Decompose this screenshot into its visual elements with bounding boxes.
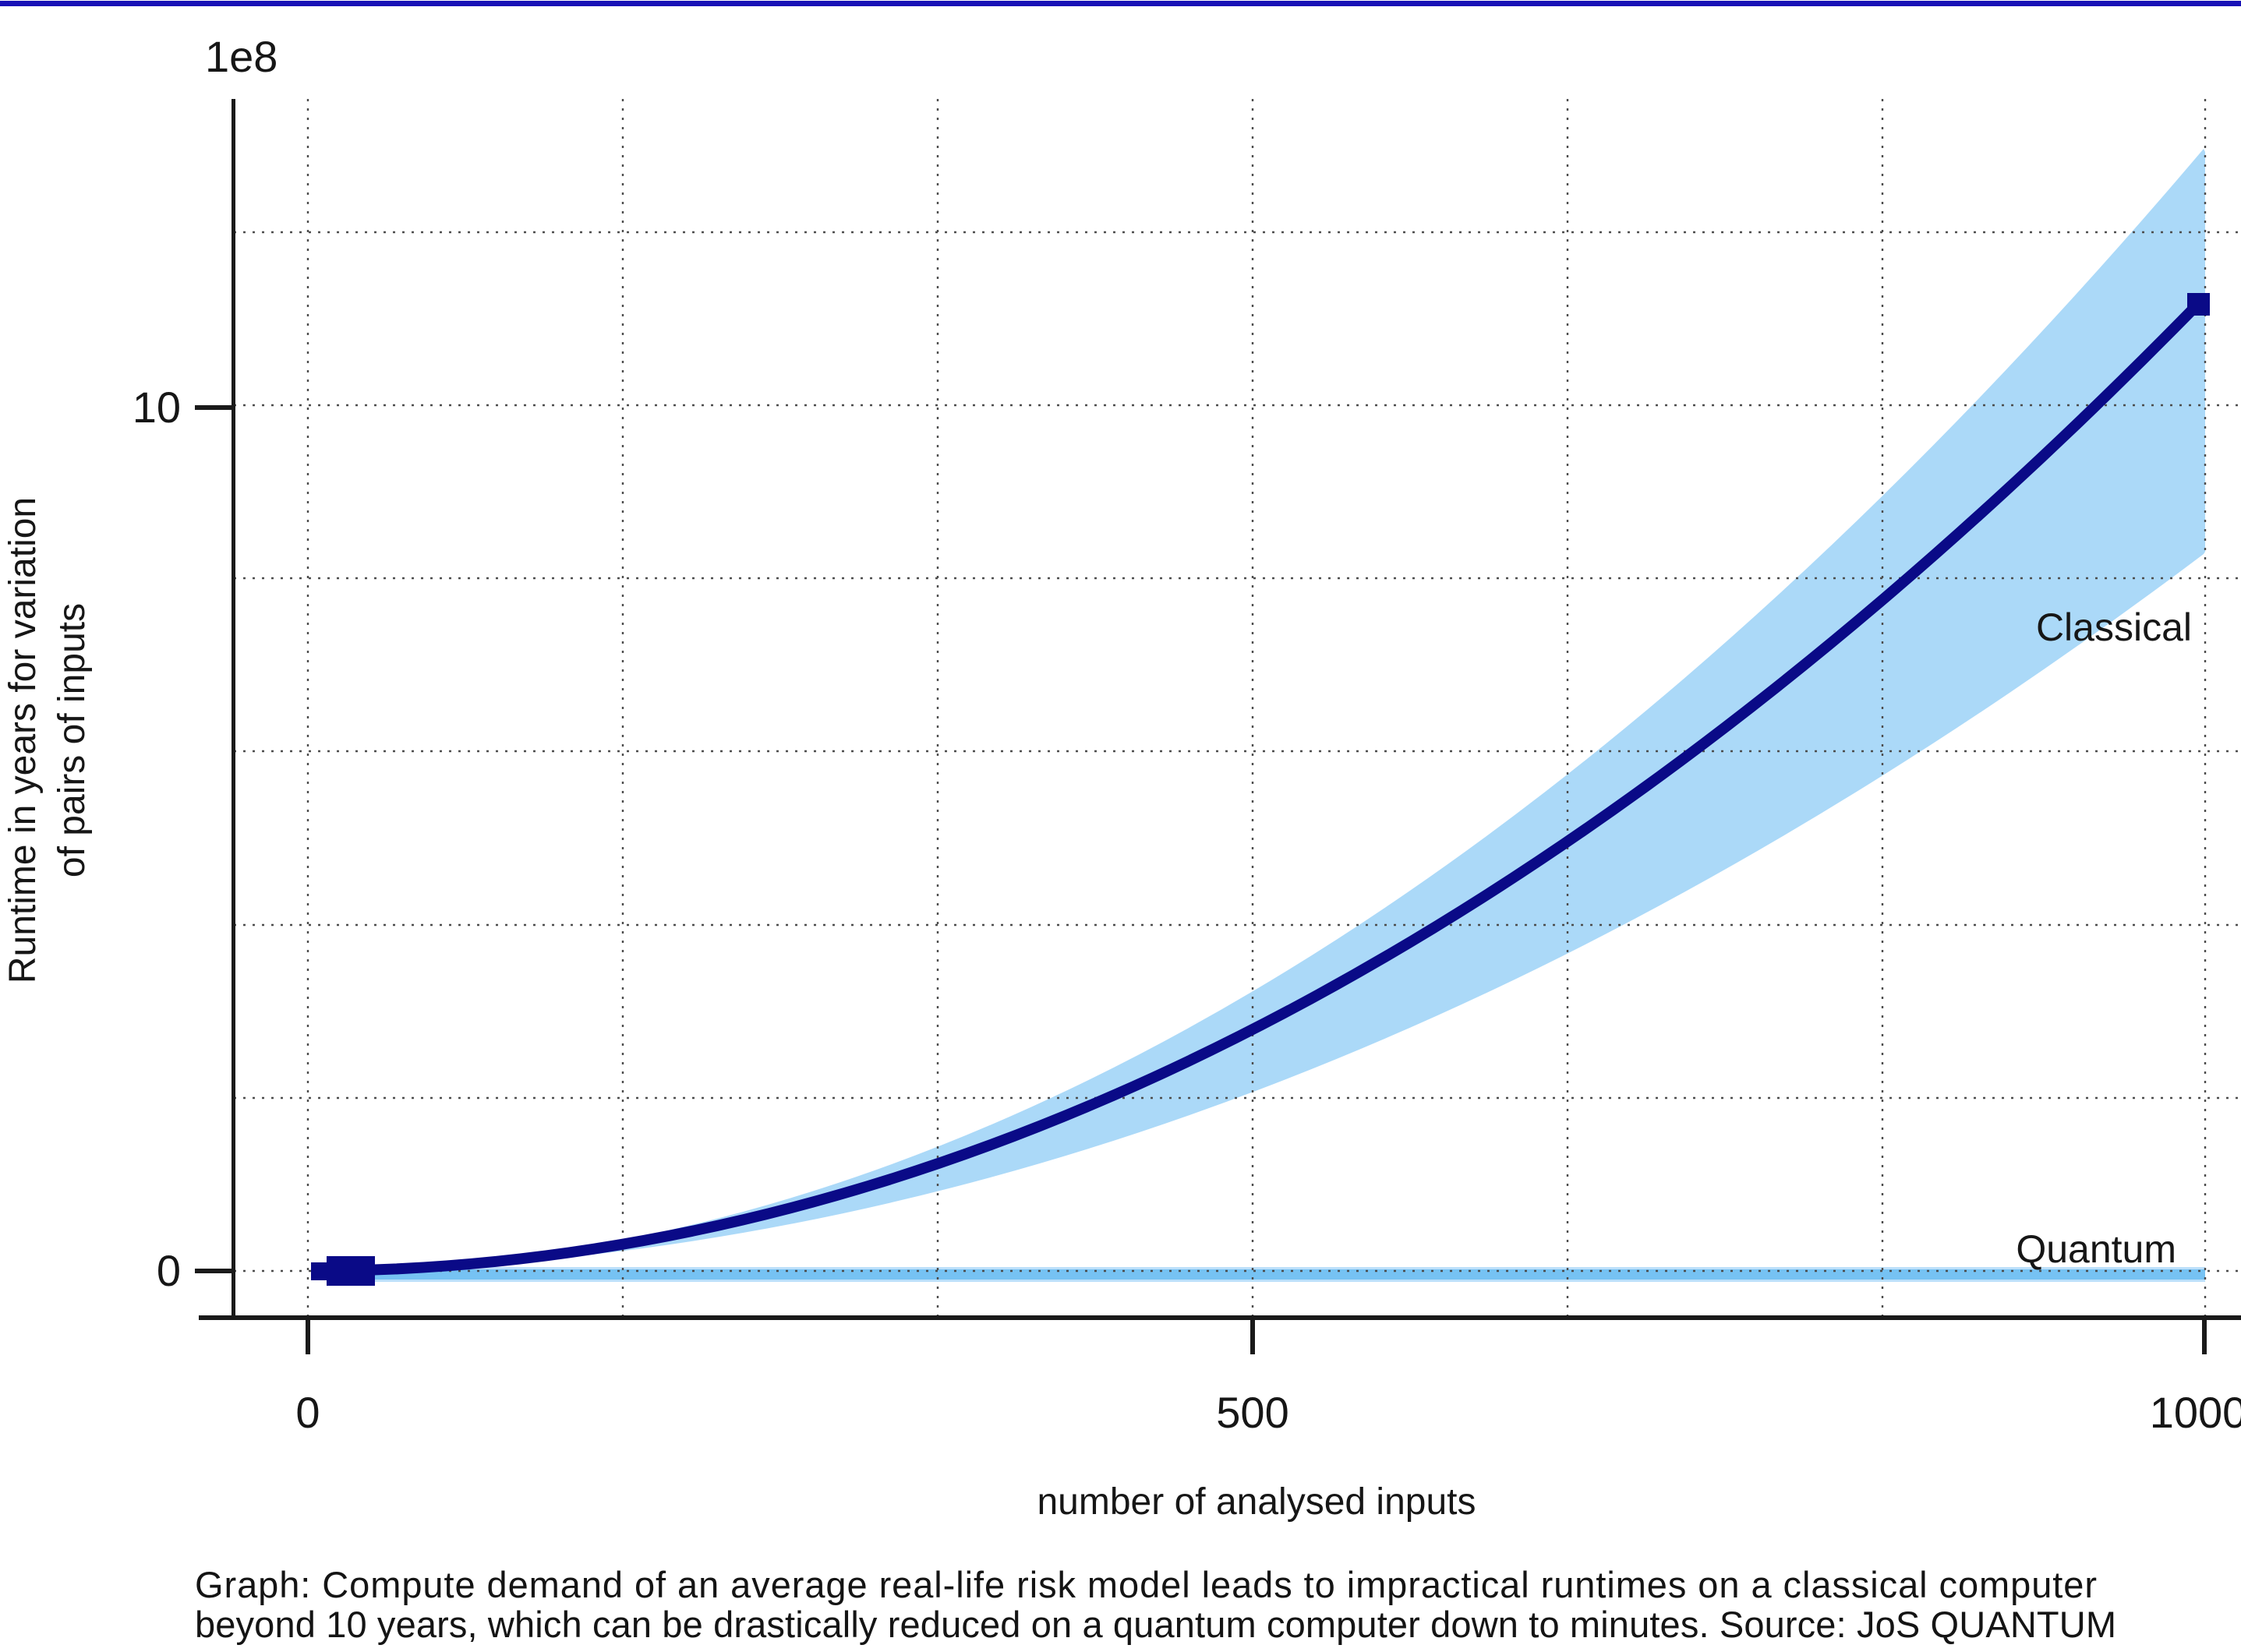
classical-series-label: Classical [2036,605,2192,649]
quantum-band-group [327,1267,2205,1282]
y-axis-spine [232,99,235,1319]
x-tick-500 [1250,1320,1255,1354]
top-border-rule [0,1,2241,6]
quantum-runtime-line [327,1269,2205,1280]
x-axis-spine [199,1315,2241,1320]
y-tick-10 [195,405,232,410]
y-tick-label-10: 10 [133,383,181,432]
x-tick-label-1000: 1000 [2150,1388,2241,1437]
x-axis-title: number of analysed inputs [1037,1481,1476,1523]
caption-line2: beyond 10 years, which can be drasticall… [195,1604,2116,1645]
classical-marker-n10 [311,1262,327,1280]
y-axis-title-line2: of pairs of inputs [51,603,93,877]
y-tick-label-0: 0 [157,1246,181,1295]
y-axis-title-line1: Runtime in years for variation [2,497,44,983]
caption-line1: Graph: Compute demand of an average real… [195,1564,2097,1605]
quantum-series-label: Quantum [2016,1227,2176,1271]
y-axis-offset-label: 1e8 [205,32,277,81]
x-tick-0 [306,1320,310,1354]
x-tick-1000 [2202,1320,2207,1354]
y-tick-0 [195,1269,232,1273]
classical-marker-n30 [346,1256,375,1286]
x-tick-label-0: 0 [295,1388,320,1437]
gridlines [234,99,2241,1315]
x-tick-label-500: 500 [1216,1388,1288,1437]
classical-confidence-band [365,149,2205,1270]
axes [195,99,2241,1354]
classical-marker-n1000 [2187,293,2210,316]
classical-marker-n20 [327,1256,346,1286]
classical-runtime-line [326,300,2203,1276]
classical-series-group [311,293,2210,1286]
